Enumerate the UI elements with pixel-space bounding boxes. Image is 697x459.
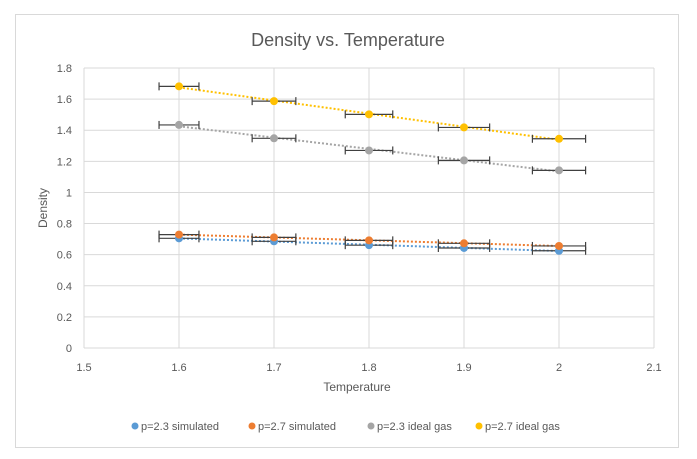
x-tick-label: 1.9 bbox=[456, 362, 471, 374]
data-point bbox=[270, 97, 278, 106]
y-axis-title: Density bbox=[36, 188, 50, 228]
data-point bbox=[460, 239, 468, 248]
legend-label: p=2.7 simulated bbox=[258, 421, 336, 433]
series-2 bbox=[158, 120, 587, 175]
series-3 bbox=[158, 82, 587, 143]
trendline bbox=[178, 237, 560, 253]
chart-title: Density vs. Temperature bbox=[251, 30, 445, 50]
legend-marker-icon bbox=[367, 422, 375, 430]
series-0 bbox=[158, 234, 587, 255]
y-tick-label: 0.2 bbox=[57, 312, 72, 324]
y-tick-label: 1.6 bbox=[57, 94, 72, 106]
data-point bbox=[460, 123, 468, 132]
y-tick-label: 0.6 bbox=[57, 250, 72, 262]
x-axis-ticks: 1.5 1.6 1.7 1.8 1.9 2 2.1 bbox=[76, 362, 661, 374]
x-axis-title: Temperature bbox=[323, 380, 391, 394]
trendline bbox=[178, 233, 560, 248]
legend-label: p=2.3 ideal gas bbox=[377, 421, 452, 433]
x-tick-label: 1.7 bbox=[266, 362, 281, 374]
data-point bbox=[555, 166, 563, 175]
y-tick-label: 1.8 bbox=[57, 63, 72, 75]
x-tick-label: 1.8 bbox=[361, 362, 376, 374]
data-point bbox=[365, 110, 373, 119]
series-1 bbox=[158, 230, 587, 250]
y-tick-label: 1.4 bbox=[57, 125, 72, 137]
y-tick-label: 0.4 bbox=[57, 281, 72, 293]
x-tick-label: 2.1 bbox=[646, 362, 661, 374]
legend-item: p=2.3 ideal gas bbox=[367, 421, 452, 433]
legend-item: p=2.7 ideal gas bbox=[475, 421, 560, 433]
data-point bbox=[175, 82, 183, 91]
legend-label: p=2.3 simulated bbox=[141, 421, 219, 433]
gridlines bbox=[83, 67, 655, 349]
y-tick-label: 1 bbox=[66, 187, 72, 199]
data-point bbox=[270, 233, 278, 242]
x-tick-label: 1.5 bbox=[76, 362, 91, 374]
legend-label: p=2.7 ideal gas bbox=[485, 421, 560, 433]
legend-marker-icon bbox=[475, 422, 483, 430]
data-point bbox=[555, 134, 563, 143]
legend-marker-icon bbox=[248, 422, 256, 430]
series-layer bbox=[158, 82, 587, 255]
y-tick-label: 0.8 bbox=[57, 219, 72, 231]
x-tick-label: 2 bbox=[556, 362, 562, 374]
data-point bbox=[270, 134, 278, 143]
legend-marker-icon bbox=[131, 422, 139, 430]
legend: p=2.3 simulated p=2.7 simulated p=2.3 idea… bbox=[131, 421, 560, 433]
data-point bbox=[175, 230, 183, 239]
y-tick-label: 0 bbox=[66, 343, 72, 355]
legend-item: p=2.3 simulated bbox=[131, 421, 219, 433]
data-point bbox=[175, 120, 183, 129]
y-tick-label: 1.2 bbox=[57, 156, 72, 168]
data-point bbox=[365, 146, 373, 155]
data-point bbox=[365, 236, 373, 245]
chart-frame bbox=[15, 14, 679, 448]
legend-item: p=2.7 simulated bbox=[248, 421, 336, 433]
data-point bbox=[555, 241, 563, 250]
data-point bbox=[460, 156, 468, 165]
x-tick-label: 1.6 bbox=[171, 362, 186, 374]
y-axis-ticks: 0 0.2 0.4 0.6 0.8 1 1.2 1.4 1.6 1.8 bbox=[57, 63, 72, 355]
